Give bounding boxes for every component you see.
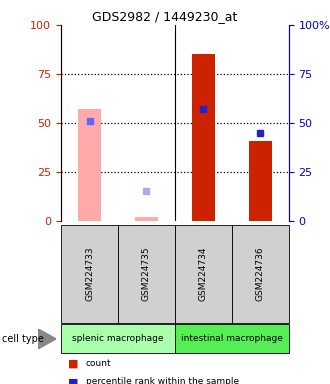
Polygon shape <box>38 329 56 349</box>
Bar <box>249 141 272 221</box>
Text: GSM224733: GSM224733 <box>85 246 94 301</box>
Text: ■: ■ <box>68 377 78 384</box>
Bar <box>78 109 101 221</box>
Bar <box>192 55 215 221</box>
Text: intestinal macrophage: intestinal macrophage <box>181 334 283 343</box>
Text: count: count <box>86 359 112 368</box>
Text: GDS2982 / 1449230_at: GDS2982 / 1449230_at <box>92 10 238 23</box>
Text: percentile rank within the sample: percentile rank within the sample <box>86 377 239 384</box>
Text: cell type: cell type <box>2 334 44 344</box>
Text: GSM224735: GSM224735 <box>142 246 151 301</box>
Text: ■: ■ <box>68 359 78 369</box>
Text: GSM224736: GSM224736 <box>256 246 265 301</box>
Bar <box>135 217 158 221</box>
Text: GSM224734: GSM224734 <box>199 247 208 301</box>
Text: splenic macrophage: splenic macrophage <box>72 334 164 343</box>
